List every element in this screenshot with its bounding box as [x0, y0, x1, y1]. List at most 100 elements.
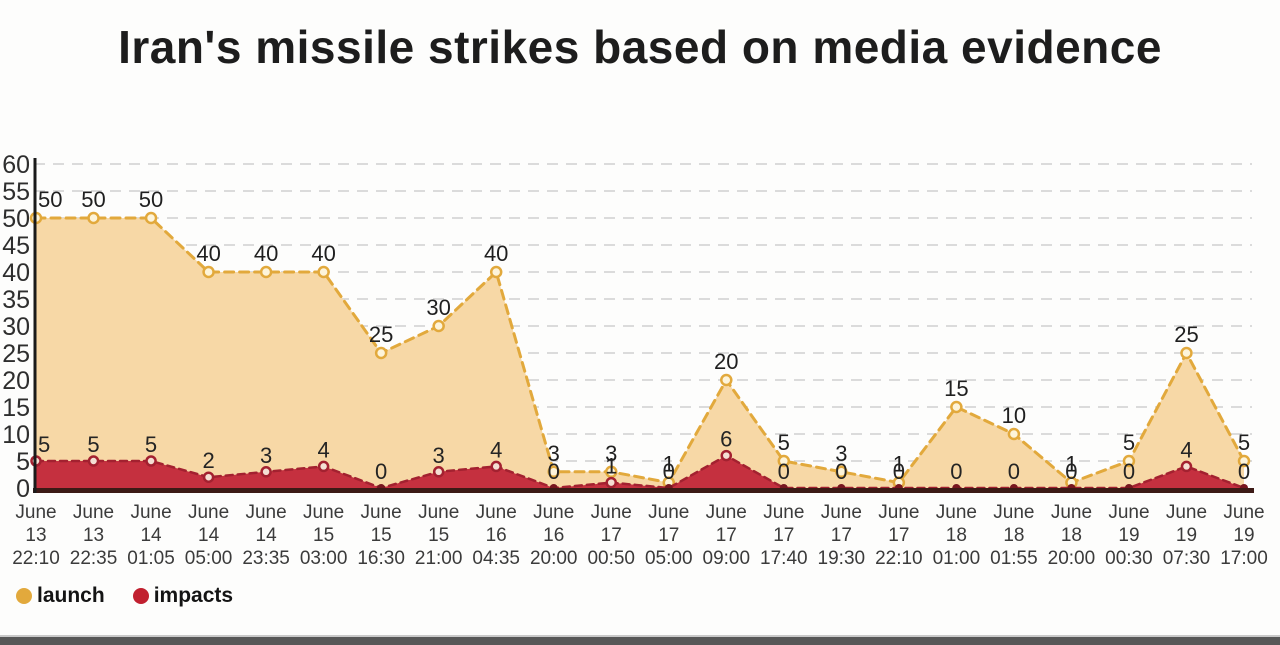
impacts-marker: [720, 449, 733, 462]
x-tick-label: 15: [313, 525, 334, 546]
launch-marker: [1122, 454, 1136, 468]
launch-value-label: 5: [1238, 430, 1250, 455]
x-tick-label: June: [15, 502, 56, 523]
x-tick-label: 19: [1118, 525, 1139, 546]
x-tick-label: June: [648, 502, 689, 523]
y-tick-label: 10: [2, 421, 30, 449]
launch-value-label: 40: [254, 241, 278, 266]
chart-area: 0 5 10 15 20 25 30 35 40 45 50 55 60 50 50 50 40 40 40 25 30…: [0, 150, 1280, 575]
launch-marker: [604, 465, 618, 479]
launch-value-label: 25: [369, 322, 393, 347]
x-tick-label: June: [706, 502, 747, 523]
x-tick-label: 16: [486, 525, 507, 546]
x-tick-label: 23:35: [242, 548, 290, 569]
launch-line: [34, 216, 1246, 485]
launch-marker: [1007, 427, 1021, 441]
x-tick-label: 15: [428, 525, 449, 546]
chart-title: Iran's missile strikes based on media ev…: [118, 21, 1162, 73]
launch-value-label: 50: [81, 187, 105, 212]
x-tick-label: 22:10: [12, 548, 60, 569]
impacts-value-label: 4: [317, 437, 329, 462]
launch-marker: [1180, 346, 1193, 360]
launch-value-label: 40: [484, 241, 508, 266]
legend-item-impacts: impacts: [132, 584, 233, 608]
impacts-value-label: 0: [1065, 459, 1077, 484]
x-tick-label: 17: [831, 525, 852, 546]
x-tick-label: June: [821, 502, 862, 523]
x-tick-label: 03:00: [300, 548, 348, 569]
x-tick-label: June: [993, 502, 1034, 523]
impacts-marker: [1180, 460, 1193, 473]
y-tick-label: 25: [2, 340, 30, 368]
launch-marker: [835, 465, 848, 479]
x-tick-label: June: [73, 502, 114, 523]
launch-value-label: 40: [311, 241, 335, 266]
x-tick-label: June: [303, 502, 344, 523]
x-tick-label: 00:30: [1105, 548, 1153, 569]
launch-marker: [489, 265, 503, 279]
impacts-value-label: 5: [87, 432, 99, 457]
x-tick-label: June: [1108, 502, 1149, 523]
x-tick-label: 16:30: [357, 548, 405, 569]
x-tick-label: 01:00: [933, 548, 981, 569]
x-tick-label: 20:00: [1048, 548, 1096, 569]
x-tick-label: 17:40: [760, 548, 808, 569]
x-tick-label: June: [361, 502, 402, 523]
y-tick-label: 45: [2, 232, 30, 260]
launch-value-label: 25: [1174, 322, 1198, 347]
launch-value-label: 1: [893, 452, 905, 477]
x-tick-label: 13: [83, 525, 104, 546]
impacts-marker: [490, 460, 502, 473]
x-tick-label: 19: [1233, 525, 1254, 546]
impacts-marker: [145, 455, 157, 467]
x-tick-label: June: [1223, 502, 1264, 523]
impacts-marker: [605, 476, 617, 489]
impacts-value-label: 0: [375, 459, 387, 484]
impacts-area: [36, 455, 1244, 488]
impacts-value-label: 5: [145, 432, 157, 457]
impacts-value-label: 0: [950, 459, 962, 484]
x-tick-label: 21:00: [415, 548, 463, 569]
y-tick-label: 15: [2, 394, 30, 422]
launch-marker: [950, 400, 963, 414]
launch-marker: [202, 265, 215, 279]
impacts-value-label: 0: [778, 459, 790, 484]
impacts-value-label: 6: [720, 427, 732, 452]
launch-markers: [29, 211, 1251, 489]
launch-marker: [432, 319, 445, 333]
gridlines: [34, 163, 1252, 462]
launch-value-label: 5: [1123, 430, 1135, 455]
impacts-value-label: 0: [1238, 459, 1250, 484]
impacts-value-label: 4: [1180, 437, 1192, 462]
launch-marker: [87, 211, 100, 225]
impacts-value-label: 0: [1123, 459, 1135, 484]
launch-value-label: 30: [426, 295, 450, 320]
x-tick-label: 18: [1061, 525, 1082, 546]
y-tick-label: 0: [16, 475, 30, 503]
x-tick-label: 14: [198, 525, 220, 546]
impacts-marker: [202, 471, 215, 483]
x-tick-label: June: [1051, 502, 1092, 523]
launch-value-label: 1: [1065, 452, 1077, 477]
y-tick-label: 50: [2, 205, 30, 233]
x-tick-label: June: [936, 502, 977, 523]
x-tick-label: 17:00: [1220, 548, 1268, 569]
launch-value-label: 3: [835, 441, 847, 466]
impacts-value-label: 0: [548, 459, 560, 484]
x-tick-label: 17: [773, 525, 794, 546]
legend: launch impacts: [16, 584, 233, 608]
impacts-value-label: 4: [490, 437, 502, 462]
launch-value-label: 50: [139, 187, 163, 212]
launch-marker: [1237, 454, 1251, 468]
x-tick-label: June: [1166, 502, 1207, 523]
launch-value-label: 10: [1002, 403, 1026, 428]
impacts-value-label: 5: [38, 432, 50, 457]
launch-value-label: 50: [38, 187, 62, 212]
launch-marker: [317, 265, 330, 279]
impacts-value-label: 1: [605, 454, 617, 479]
x-tick-label: 05:00: [645, 548, 693, 569]
launch-marker: [720, 373, 733, 387]
